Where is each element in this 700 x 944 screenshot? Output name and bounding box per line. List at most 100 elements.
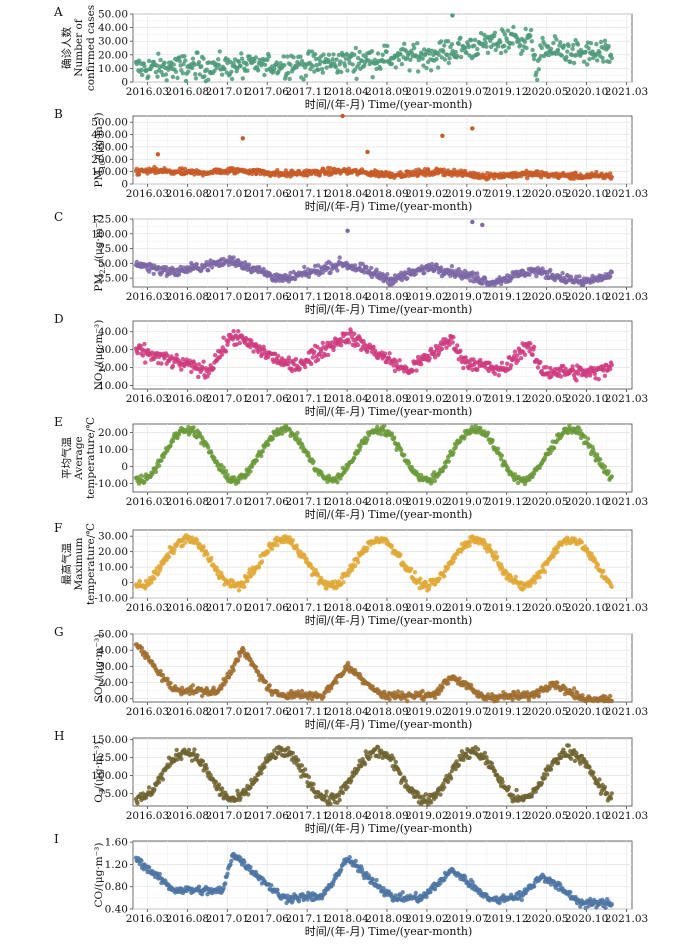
data-point bbox=[225, 472, 230, 477]
panel-a: A010.0020.0030.0040.0050.002016.032016.0… bbox=[53, 5, 648, 111]
x-tick-label: 2021.03 bbox=[605, 86, 648, 98]
data-point bbox=[456, 267, 461, 272]
data-point bbox=[346, 340, 352, 345]
data-point bbox=[609, 270, 614, 275]
data-point bbox=[609, 584, 614, 589]
data-point bbox=[165, 353, 170, 358]
data-point bbox=[574, 378, 579, 383]
x-tick-label: 2017.06 bbox=[246, 86, 290, 98]
y-axis-label: PM2.5/(μg·m⁻³) bbox=[93, 214, 107, 291]
data-point bbox=[499, 360, 505, 365]
data-point bbox=[328, 270, 333, 275]
data-point bbox=[461, 365, 466, 371]
y-axis-label: Maximum bbox=[73, 537, 85, 590]
data-point bbox=[594, 169, 599, 175]
x-tick-label: 2020.10 bbox=[565, 810, 608, 822]
data-point bbox=[483, 40, 488, 46]
x-tick-label: 2019.02 bbox=[405, 188, 448, 200]
data-point bbox=[548, 267, 553, 273]
data-point bbox=[475, 271, 480, 276]
data-point bbox=[520, 48, 525, 53]
data-point bbox=[419, 362, 424, 367]
data-point bbox=[378, 66, 383, 71]
data-point bbox=[529, 39, 534, 44]
data-point bbox=[365, 149, 370, 155]
data-point bbox=[354, 76, 359, 82]
x-tick-label: 2020.05 bbox=[525, 602, 568, 614]
y-tick-label: -10.00 bbox=[94, 478, 128, 490]
x-tick-label: 2016.08 bbox=[166, 496, 209, 508]
data-point bbox=[581, 59, 587, 64]
data-point bbox=[470, 126, 475, 131]
data-point bbox=[240, 76, 245, 81]
x-tick-label: 2017.11 bbox=[285, 188, 328, 200]
panel-letter: A bbox=[53, 5, 63, 19]
data-point bbox=[442, 43, 447, 48]
x-tick-label: 2017.06 bbox=[246, 496, 290, 508]
data-point bbox=[470, 219, 475, 225]
data-point bbox=[559, 53, 564, 58]
data-point bbox=[450, 340, 455, 345]
x-tick-label: 2019.12 bbox=[485, 496, 528, 508]
panel-b: B0100.00200.00300.00400.00500.002016.032… bbox=[54, 107, 648, 213]
data-point bbox=[399, 448, 404, 453]
data-point bbox=[201, 359, 206, 364]
data-point bbox=[458, 35, 463, 40]
data-point bbox=[209, 265, 215, 270]
data-point bbox=[139, 473, 144, 478]
x-tick-label: 2018.09 bbox=[365, 602, 408, 614]
data-point bbox=[183, 540, 188, 545]
data-point bbox=[297, 366, 302, 371]
data-point bbox=[331, 52, 336, 57]
data-point bbox=[527, 272, 532, 277]
data-point bbox=[162, 60, 167, 65]
data-point bbox=[219, 352, 225, 357]
data-point bbox=[216, 62, 222, 68]
data-point bbox=[412, 45, 417, 51]
x-tick-label: 2017.11 bbox=[285, 86, 328, 98]
y-axis-label: 平均气温 bbox=[60, 437, 73, 479]
data-point bbox=[302, 264, 307, 270]
y-tick-label: 75.00 bbox=[98, 243, 128, 255]
data-point bbox=[412, 570, 418, 575]
data-point bbox=[608, 171, 613, 176]
x-tick-label: 2019.07 bbox=[445, 602, 488, 614]
data-point bbox=[451, 335, 456, 340]
data-point bbox=[480, 222, 485, 228]
data-point bbox=[609, 474, 614, 479]
data-point bbox=[206, 77, 211, 83]
data-point bbox=[393, 65, 398, 70]
data-point bbox=[379, 432, 384, 437]
x-tick-label: 2017.11 bbox=[285, 496, 328, 508]
x-tick-label: 2019.07 bbox=[445, 706, 488, 718]
data-point bbox=[345, 68, 350, 73]
x-axis-label: 时间/(年-月) Time/(year-month) bbox=[305, 97, 473, 111]
x-tick-label: 2020.10 bbox=[565, 706, 608, 718]
data-point bbox=[528, 27, 534, 33]
data-point bbox=[420, 56, 425, 61]
data-point bbox=[168, 681, 173, 686]
data-point bbox=[445, 39, 451, 44]
y-tick-label: 400.00 bbox=[91, 129, 128, 141]
x-tick-label: 2021.03 bbox=[605, 496, 648, 508]
data-point bbox=[558, 374, 564, 379]
no2-points bbox=[133, 327, 614, 383]
data-point bbox=[475, 46, 480, 52]
x-tick-label: 2018.04 bbox=[325, 188, 369, 200]
data-point bbox=[248, 469, 253, 474]
data-point bbox=[197, 72, 202, 77]
y-tick-label: 300.00 bbox=[91, 141, 128, 153]
data-point bbox=[236, 59, 242, 65]
x-tick-label: 2020.10 bbox=[565, 86, 608, 98]
data-point bbox=[295, 430, 300, 436]
x-tick-label: 2021.03 bbox=[605, 706, 648, 718]
data-point bbox=[191, 425, 196, 430]
x-tick-label: 2017.06 bbox=[246, 706, 290, 718]
x-tick-label: 2016.08 bbox=[166, 188, 209, 200]
x-tick-label: 2017.11 bbox=[285, 393, 328, 405]
data-point bbox=[209, 555, 214, 561]
pm25-points bbox=[133, 219, 614, 288]
x-tick-label: 2016.08 bbox=[166, 602, 209, 614]
x-tick-label: 2021.03 bbox=[605, 810, 648, 822]
data-point bbox=[534, 273, 539, 279]
